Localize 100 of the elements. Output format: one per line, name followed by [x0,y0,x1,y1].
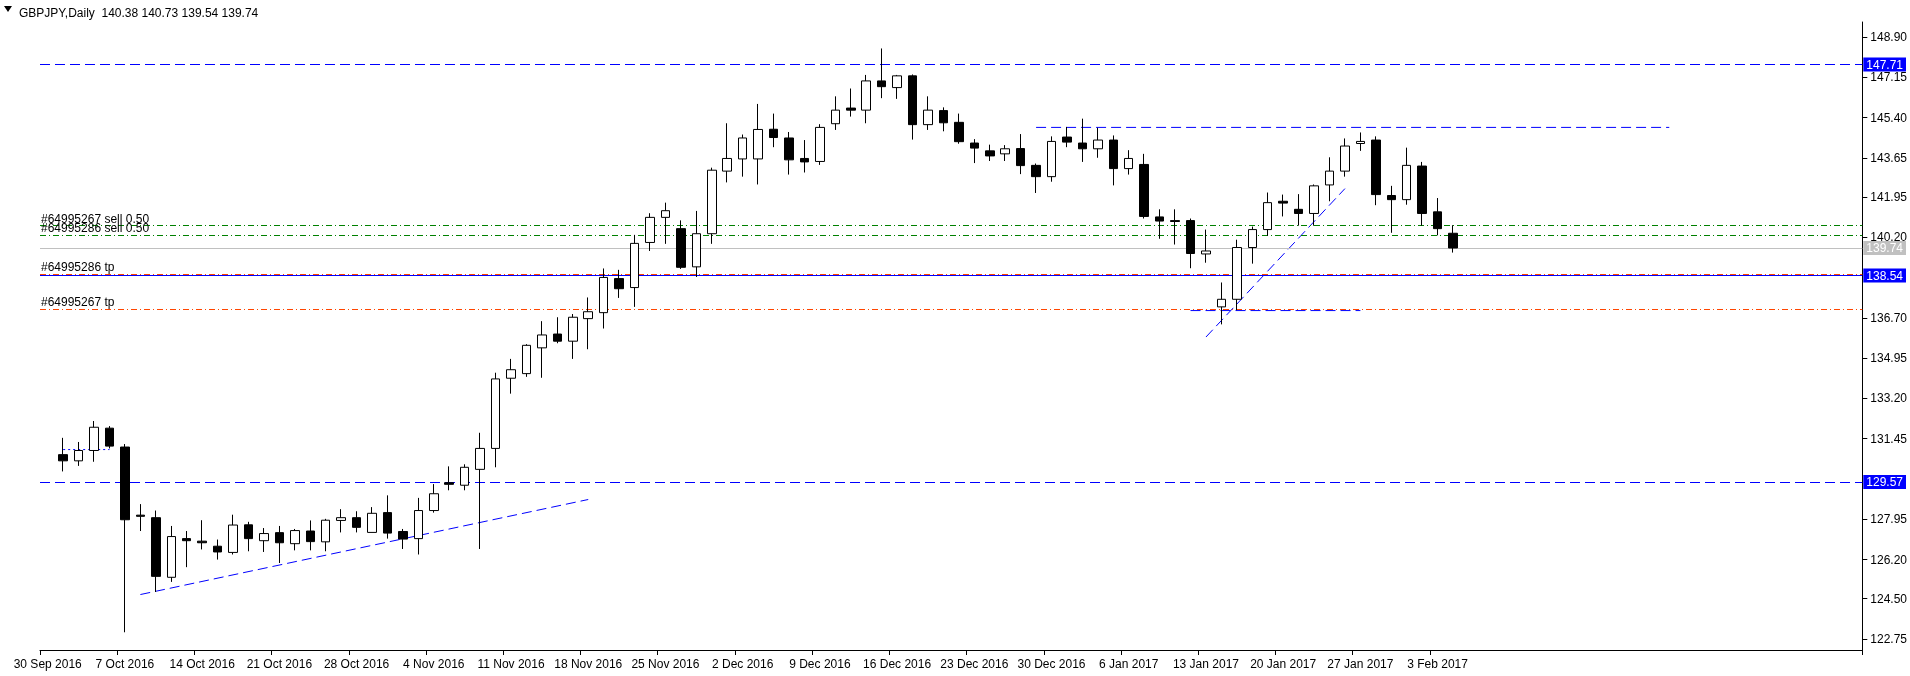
candlestick [923,95,933,131]
candlestick [1201,229,1211,264]
candlestick [336,508,346,533]
candlestick [800,139,809,173]
candlestick [506,358,516,395]
candlestick [645,212,655,252]
candlestick [414,497,423,555]
y-tick-label: 136.70 [1870,310,1908,325]
candlestick [970,138,979,164]
candlestick [1000,144,1010,162]
candlestick [954,113,964,145]
candlestick [1402,147,1411,206]
candlestick [1047,135,1056,183]
x-tick-label: 21 Oct 2016 [246,657,313,671]
candlestick [831,95,840,131]
candlestick [553,316,562,344]
candlestick [769,113,778,148]
candlestick [321,518,330,552]
x-tick-label: 28 Oct 2016 [323,657,390,671]
candlestick [383,494,392,540]
candlestick [1139,153,1149,220]
ref-line-label: 129.57 [1866,475,1904,490]
candlestick [1356,131,1365,152]
candlestick [784,131,794,176]
candlestick [692,210,701,278]
candlestick [1263,192,1272,237]
x-tick-label: 7 Oct 2016 [95,657,155,671]
candlestick [275,525,284,564]
candlestick [861,74,871,124]
candlestick [1448,224,1458,254]
y-tick-label: 122.75 [1870,631,1908,646]
candlestick [877,47,886,99]
candlestick [167,525,176,583]
candlestick [1387,185,1396,234]
candlestick [599,267,608,330]
candlestick [1124,149,1133,176]
candlestick [1309,183,1319,227]
candlestick [676,219,686,270]
candlestick [1093,127,1103,159]
candlestick [182,530,191,568]
candlestick [58,437,68,472]
ref-line-label: 147.71 [1866,57,1904,72]
x-tick-label: 6 Jan 2017 [1099,657,1159,671]
candlestick [491,372,500,468]
x-tick-label: 27 Jan 2017 [1327,657,1394,671]
candlestick [1248,226,1257,265]
candlestick [475,432,485,550]
candlestick [1170,208,1180,246]
candlestick [213,539,222,561]
candlestick [136,503,145,532]
candlestick [1217,282,1226,325]
candlestick [537,320,547,379]
candlestick [1294,193,1303,227]
ref-line-label: 138.54 [1866,268,1904,283]
candlestick [1232,239,1242,311]
y-tick-label: 134.95 [1870,351,1908,366]
y-tick-label: 148.90 [1870,30,1908,45]
candlestick [1109,134,1118,186]
candlestick [985,144,995,162]
candlestick [722,122,732,183]
candlestick [738,134,747,178]
x-tick-label: 4 Nov 2016 [403,657,465,671]
candlestick [197,519,207,550]
candlestick [568,313,578,360]
x-tick-label: 13 Jan 2017 [1172,657,1240,671]
candlestick [444,465,454,491]
y-tick-label: 126.20 [1870,552,1908,567]
candlestick [398,528,408,550]
candlestick [1078,118,1087,163]
x-tick-label: 23 Dec 2016 [940,657,1009,671]
candlestick [1186,218,1195,269]
candlestick [908,73,917,141]
y-tick-label: 143.65 [1870,151,1908,165]
candlestick [614,269,624,299]
y-tick-label: 131.45 [1870,431,1908,446]
candlestick [429,483,439,514]
candlestick [367,506,377,533]
y-tick-label: 141.95 [1870,190,1908,205]
candlestick [1433,197,1442,236]
x-tick-label: 18 Nov 2016 [554,657,623,671]
candlestick [74,441,83,467]
candlestick [522,343,531,378]
candlestick [583,296,593,350]
y-tick-label: 124.50 [1870,591,1908,606]
candlestick [1340,137,1350,178]
x-tick-label: 16 Dec 2016 [863,657,932,671]
candlestick [661,202,670,245]
candlestick [1062,126,1072,148]
candlestick [228,514,238,555]
x-tick-label: 9 Dec 2016 [789,657,851,671]
candlestick [1031,163,1041,194]
y-tick-label: 147.15 [1870,70,1908,85]
x-tick-label: 25 Nov 2016 [631,657,700,671]
y-tick-label: 127.95 [1870,512,1908,527]
candlestick [1155,208,1164,240]
candlestick [846,88,856,118]
candlestick [120,443,130,633]
candlestick [939,106,948,132]
x-tick-label: 2 Dec 2016 [711,657,774,671]
candlestick [460,463,469,491]
